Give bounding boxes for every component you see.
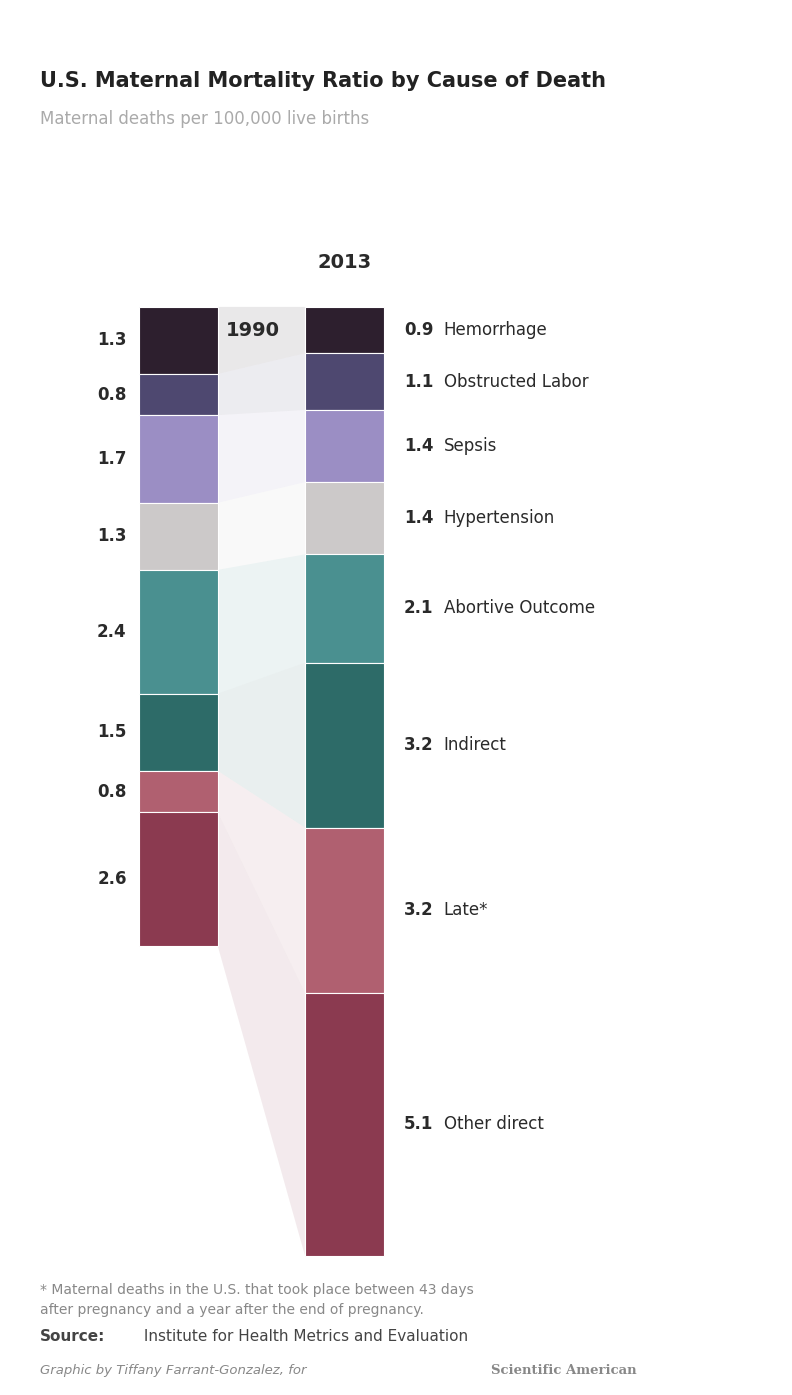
Text: 1.5: 1.5 (97, 723, 127, 741)
Polygon shape (218, 663, 305, 827)
Text: Abortive Outcome: Abortive Outcome (444, 600, 595, 618)
Text: 0.9: 0.9 (404, 321, 433, 339)
Text: Hemorrhage: Hemorrhage (444, 321, 547, 339)
Bar (305, 663, 384, 827)
Text: Sepsis: Sepsis (444, 437, 497, 455)
Text: 2.1: 2.1 (404, 600, 433, 618)
Bar (305, 410, 384, 483)
Text: 1.4: 1.4 (404, 509, 433, 527)
Text: 5.1: 5.1 (404, 1115, 433, 1133)
Text: 1.4: 1.4 (404, 437, 433, 455)
Bar (305, 307, 384, 353)
Text: * Maternal deaths in the U.S. that took place between 43 days
after pregnancy an: * Maternal deaths in the U.S. that took … (40, 1283, 474, 1317)
Text: 1.7: 1.7 (97, 451, 127, 467)
Polygon shape (218, 410, 305, 502)
Text: 2.6: 2.6 (97, 870, 127, 889)
Text: 2013: 2013 (318, 252, 371, 272)
Text: Scientific American: Scientific American (491, 1364, 637, 1377)
Text: 3.2: 3.2 (404, 901, 433, 919)
Polygon shape (218, 554, 305, 693)
Bar (139, 693, 218, 771)
Bar (139, 416, 218, 502)
Text: Late*: Late* (444, 901, 488, 919)
Polygon shape (218, 812, 305, 1256)
Text: Source:: Source: (40, 1329, 105, 1345)
Text: 0.8: 0.8 (97, 783, 127, 801)
Polygon shape (218, 307, 305, 374)
Text: Graphic by Tiffany Farrant-Gonzalez, for: Graphic by Tiffany Farrant-Gonzalez, for (40, 1364, 310, 1377)
Text: Obstructed Labor: Obstructed Labor (444, 372, 588, 391)
Text: 1990: 1990 (226, 321, 280, 340)
Bar (139, 569, 218, 693)
Bar (305, 353, 384, 410)
Bar (305, 554, 384, 663)
Text: Other direct: Other direct (444, 1115, 543, 1133)
Text: Institute for Health Metrics and Evaluation: Institute for Health Metrics and Evaluat… (139, 1329, 468, 1345)
Text: 1.1: 1.1 (404, 372, 433, 391)
Text: 1.3: 1.3 (97, 527, 127, 545)
Bar (139, 502, 218, 569)
Polygon shape (218, 483, 305, 569)
Bar (305, 993, 384, 1256)
Text: 0.8: 0.8 (97, 385, 127, 403)
Bar (305, 483, 384, 554)
Bar (305, 827, 384, 993)
Bar (139, 307, 218, 374)
Text: Hypertension: Hypertension (444, 509, 554, 527)
Text: Maternal deaths per 100,000 live births: Maternal deaths per 100,000 live births (40, 110, 369, 128)
Bar (139, 771, 218, 812)
Text: 2.4: 2.4 (97, 622, 127, 640)
Text: U.S. Maternal Mortality Ratio by Cause of Death: U.S. Maternal Mortality Ratio by Cause o… (40, 71, 606, 91)
Text: 1.3: 1.3 (97, 332, 127, 349)
Polygon shape (218, 353, 305, 416)
Text: Indirect: Indirect (444, 737, 506, 755)
Polygon shape (218, 771, 305, 993)
Bar (139, 812, 218, 946)
Bar (139, 374, 218, 416)
Text: 3.2: 3.2 (404, 737, 433, 755)
